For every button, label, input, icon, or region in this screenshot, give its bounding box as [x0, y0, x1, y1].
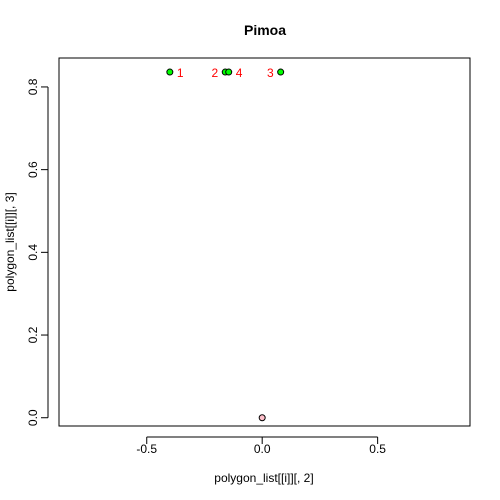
plot-frame — [58, 57, 471, 427]
chart-title: Pimoa — [244, 22, 286, 38]
y-axis: 0.0 0.2 0.4 0.6 0.8 — [26, 78, 49, 426]
y-tick-label: 0.0 — [26, 409, 40, 426]
data-point — [277, 68, 285, 76]
y-axis-label: polygon_list[[i]][, 3] — [3, 192, 17, 291]
data-point — [225, 68, 233, 76]
point-label: 2 — [212, 66, 219, 80]
x-tick-label: 0.5 — [369, 442, 386, 456]
point-label: 4 — [236, 66, 243, 80]
y-tick-label: 0.4 — [26, 244, 40, 261]
x-axis-label: polygon_list[[i]][, 2] — [214, 471, 313, 485]
y-tick-label: 0.8 — [26, 78, 40, 95]
x-tick-label: 0.0 — [254, 442, 271, 456]
data-point — [166, 68, 174, 76]
point-label: 1 — [177, 66, 184, 80]
x-tick-label: -0.5 — [136, 442, 157, 456]
data-point — [258, 414, 266, 422]
y-tick-label: 0.2 — [26, 326, 40, 343]
point-label: 3 — [267, 66, 274, 80]
x-axis: -0.5 0.0 0.5 — [136, 436, 386, 456]
y-tick-label: 0.6 — [26, 161, 40, 178]
data-points: 1 2 3 4 — [166, 66, 285, 422]
